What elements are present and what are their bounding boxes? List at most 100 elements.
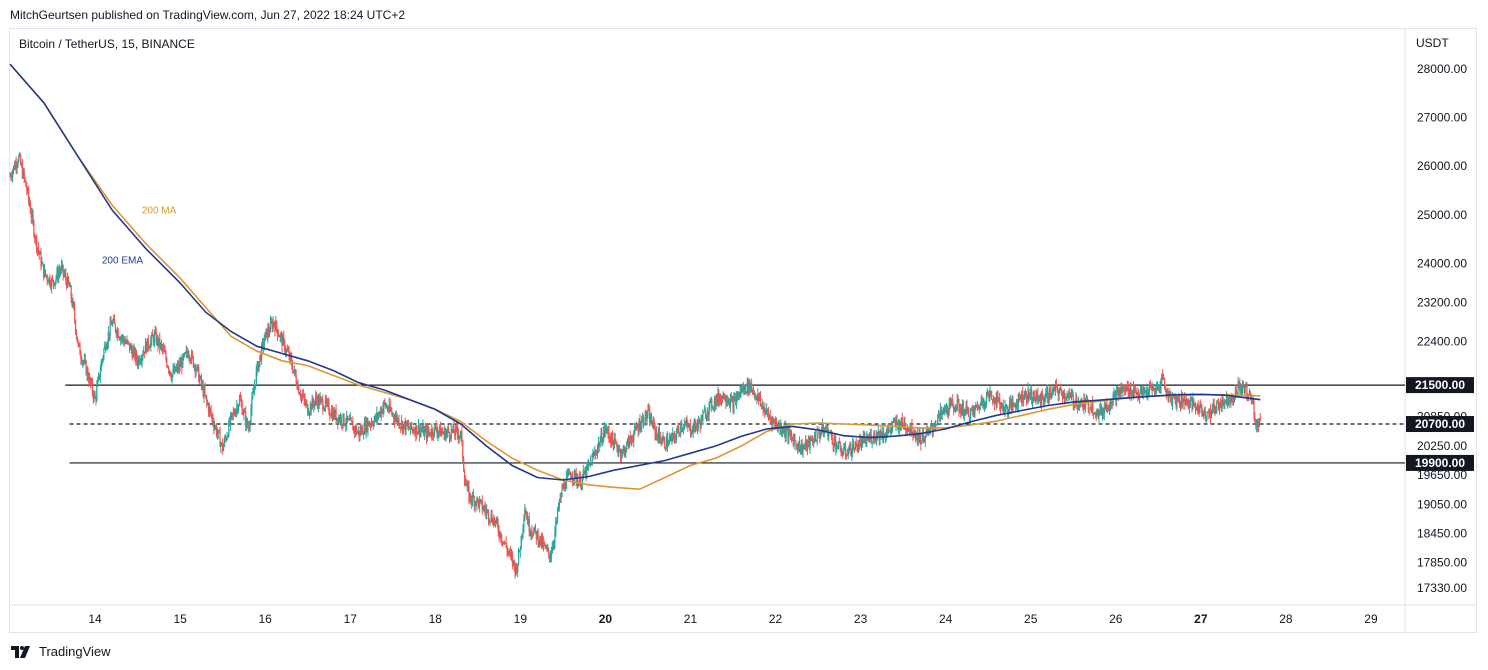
candle-body [887, 428, 889, 433]
candle-body [908, 427, 910, 430]
candle-body [1244, 386, 1246, 394]
candle-body [347, 419, 350, 421]
candle-body [157, 336, 159, 346]
candle-body [709, 400, 711, 404]
candle-body [907, 428, 910, 430]
candle-body [998, 397, 1000, 399]
candle-body [1178, 398, 1180, 402]
time-axis: 14 15 16 17 18 19 20 21 22 23 24 25 26 27 28 29 [88, 612, 1378, 626]
candle-body [44, 269, 47, 275]
candle-body [755, 396, 757, 400]
candle-body [1137, 392, 1139, 396]
candle-body [136, 360, 139, 365]
candle-body [1191, 398, 1193, 409]
candle-body [789, 428, 791, 434]
candle-body [93, 393, 95, 399]
candle-body [741, 388, 743, 393]
candle-body [204, 388, 206, 396]
candle-body [672, 433, 674, 441]
candle-body [198, 366, 200, 382]
candle-body [734, 397, 736, 399]
candle-body [552, 545, 554, 548]
ma-line[interactable] [9, 63, 1261, 481]
candle-body [855, 441, 857, 444]
candle-body [15, 163, 17, 168]
candle-body [401, 421, 404, 431]
candle-body [643, 424, 646, 426]
candle-body [482, 509, 484, 511]
candle-body [150, 339, 152, 347]
candle-body [1015, 400, 1018, 408]
candle-body [883, 432, 885, 438]
candle-body [697, 420, 700, 425]
candle-body [876, 432, 879, 436]
candle-body [842, 453, 844, 455]
candle-body [167, 366, 169, 368]
candle-body [1117, 389, 1120, 396]
candle-body [28, 188, 30, 200]
candle-body [1255, 421, 1257, 426]
candle-body [1106, 403, 1108, 409]
candle-body [12, 165, 15, 171]
candle-body [340, 416, 342, 424]
x-tick-label: 17 [344, 612, 358, 626]
candle-body [1141, 389, 1143, 395]
candle-body [184, 352, 187, 354]
candle-body [384, 401, 386, 404]
candle-body [790, 433, 792, 435]
candle-body [440, 431, 443, 437]
candle-body [367, 421, 369, 431]
symbol-title[interactable]: Bitcoin / TetherUS, 15, BINANCE [19, 37, 195, 51]
candle-body [1018, 394, 1020, 398]
candle-body [400, 426, 402, 428]
candle-body [656, 431, 658, 436]
candle-body [53, 283, 55, 286]
candle-body [1188, 405, 1190, 409]
candle-body [516, 566, 518, 573]
candle-body [797, 445, 799, 451]
candle-body [486, 510, 488, 513]
candle-body [578, 482, 580, 486]
candle-body [646, 415, 648, 419]
candle-body [323, 409, 325, 411]
candle-body [1214, 408, 1216, 412]
candle-body [600, 433, 602, 441]
candle-body [989, 391, 991, 395]
candle-body [733, 398, 735, 411]
y-tick-label: 17850.00 [1417, 556, 1467, 570]
candle-body [429, 432, 431, 435]
candle-body [427, 428, 429, 433]
candle-body [781, 425, 783, 433]
candle-body [67, 277, 70, 284]
candle-body [160, 343, 163, 346]
candle-body [399, 426, 401, 428]
candle-body [518, 550, 521, 552]
candle-body [319, 398, 321, 405]
candle-body [984, 403, 987, 405]
candle-body [74, 320, 77, 332]
tradingview-footer[interactable]: TradingView [11, 644, 111, 659]
candle-body [262, 341, 265, 347]
candle-body [660, 441, 662, 443]
candle-body [883, 437, 886, 439]
candle-body [61, 264, 63, 266]
candle-body [1145, 390, 1147, 396]
candle-body [809, 437, 811, 448]
candle-body [1155, 387, 1157, 396]
candle-body [109, 322, 111, 336]
candle-body [333, 411, 335, 418]
ma-line[interactable] [9, 63, 1261, 491]
candle-body [151, 334, 153, 340]
candle-body [835, 441, 837, 451]
candle-body [353, 427, 355, 431]
candle-body [867, 438, 870, 441]
candle-body [1232, 395, 1234, 403]
candle-body [937, 417, 939, 424]
candle-body [307, 404, 309, 415]
candle-body [296, 383, 298, 389]
candle-body [505, 542, 507, 548]
candle-body [402, 424, 405, 431]
candle-body [496, 518, 498, 525]
candle-body [1129, 384, 1131, 395]
